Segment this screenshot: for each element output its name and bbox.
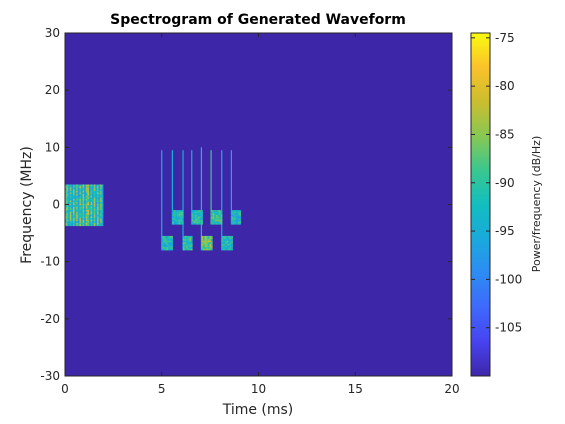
burst-5 <box>201 235 213 251</box>
burst-7 <box>221 235 233 251</box>
colorbar-tick-label-4: -95 <box>495 224 515 238</box>
y-tick-label-4: 10 <box>45 140 60 154</box>
y-tick-label-1: -20 <box>40 312 60 326</box>
plot-area: 0 5 10 15 20 -30 -20 -10 0 10 20 30 <box>40 26 459 396</box>
burst-8 <box>231 210 242 225</box>
y-tick-label-3: 0 <box>52 198 60 212</box>
x-axis-ticks: 0 5 10 15 20 <box>61 33 460 396</box>
colorbar-tick-label-5: -100 <box>495 272 522 286</box>
x-tick-label-0: 0 <box>61 382 69 396</box>
colorbar: -75 -80 -85 -90 -95 -100 -105 Power/frequency … <box>470 31 543 377</box>
y-tick-label-2: -10 <box>40 255 60 269</box>
y-tick-label-0: -30 <box>40 369 60 383</box>
plot-background <box>65 33 452 376</box>
x-tick-label-4: 20 <box>444 382 459 396</box>
burst-2 <box>172 210 184 225</box>
y-axis-label: Frequency (MHz) <box>19 146 35 264</box>
burst-1 <box>161 235 173 251</box>
y-tick-label-6: 30 <box>45 26 60 40</box>
colorbar-tick-label-3: -90 <box>495 176 515 190</box>
burst-4 <box>191 210 203 225</box>
y-axis-ticks: -30 -20 -10 0 10 20 30 <box>40 26 452 383</box>
burst-0 <box>65 184 104 227</box>
colorbar-label: Power/frequency (dB/Hz) <box>530 136 543 273</box>
chart-title: Spectrogram of Generated Waveform <box>110 12 406 28</box>
burst-3 <box>183 235 193 251</box>
colorbar-tick-label-2: -85 <box>495 127 515 141</box>
x-tick-label-2: 10 <box>251 382 266 396</box>
colorbar-ticks: -75 -80 -85 -90 -95 -100 -105 <box>471 31 522 335</box>
colorbar-tick-label-0: -75 <box>495 31 515 45</box>
colorbar-tick-label-6: -105 <box>495 321 522 335</box>
x-tick-label-3: 15 <box>348 382 363 396</box>
colorbar-gradient <box>470 32 491 377</box>
y-tick-label-5: 20 <box>45 83 60 97</box>
x-tick-label-1: 5 <box>158 382 166 396</box>
spectrogram-image <box>65 147 242 251</box>
burst-6 <box>211 210 223 225</box>
x-axis-label: Time (ms) <box>222 402 294 418</box>
colorbar-tick-label-1: -80 <box>495 79 515 93</box>
